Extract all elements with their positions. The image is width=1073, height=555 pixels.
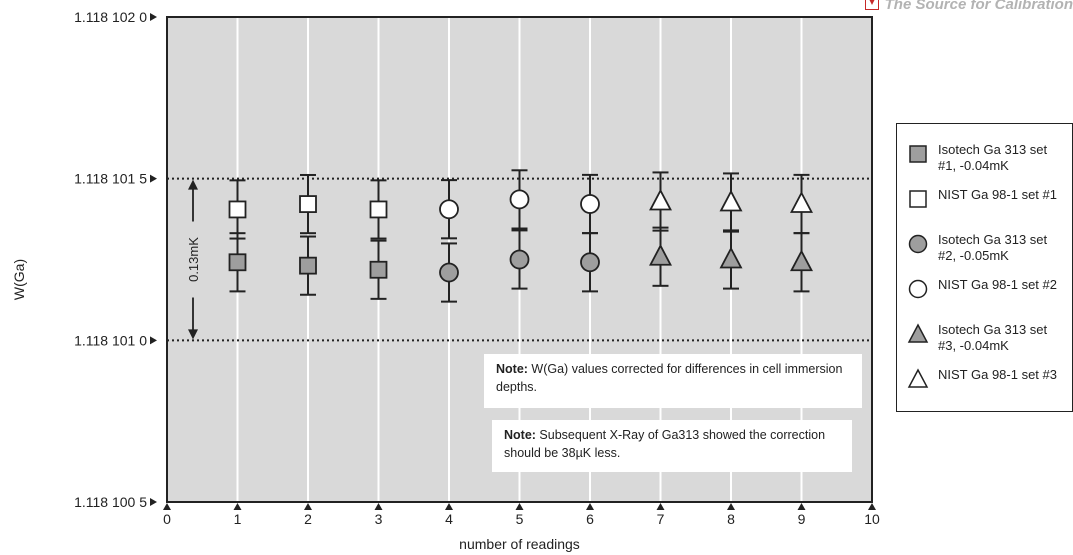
x-tick-arrow [797,503,806,510]
x-tick-arrow [515,503,524,510]
note-label: Note: [496,362,528,376]
y-tick-arrow [150,336,157,345]
legend-label: Isotech Ga 313 set #1, -0.04mK [938,142,1048,173]
y-tick-arrow [150,174,157,183]
data-point-triangle [649,243,672,266]
x-tick-label: 6 [586,511,594,527]
data-point-circle [439,199,459,220]
legend-white-circle-icon [908,279,928,299]
data-point-square [369,260,388,279]
x-tick-arrow [868,503,876,510]
note-text: Subsequent X-Ray of Ga313 showed the cor… [504,428,826,460]
x-tick-label: 8 [727,511,735,527]
x-tick-label: 3 [375,511,383,527]
legend-white-triangle-icon [907,368,929,388]
data-point-circle [439,262,459,283]
y-tick-arrow [150,13,157,21]
annotation-arrowhead [188,329,198,340]
legend-item: NIST Ga 98-1 set #1 [907,187,1068,210]
legend-item: Isotech Ga 313 set #3, -0.04mK [907,322,1068,354]
data-point-circle [580,194,600,214]
x-tick-label: 1 [234,511,242,527]
x-tick-arrow [656,503,665,510]
y-tick-label: 1.118 100 5 [74,494,147,510]
x-tick-label: 0 [163,511,171,527]
x-tick-arrow [374,503,383,510]
x-tick-arrow [304,503,312,510]
y-tick-label: 1.118 101 0 [74,332,147,348]
y-axis-title: W(Ga) [11,259,27,300]
data-point-circle [580,252,600,273]
x-tick-arrow [727,503,735,510]
brand-text: The Source for Calibration [884,0,1073,13]
x-tick-label: 5 [516,511,524,527]
legend-gray-circle-icon [908,234,928,254]
legend-item: Isotech Ga 313 set #1, -0.04mK [907,142,1068,174]
x-axis-title: number of readings [459,536,580,552]
legend-label: Isotech Ga 313 set #2, -0.05mK [938,232,1048,263]
y-tick-label: 1.118 102 0 [74,9,147,25]
plot-border [166,16,873,503]
legend-item: NIST Ga 98-1 set #2 [907,277,1068,300]
legend: Isotech Ga 313 set #1, -0.04mK NIST Ga 9… [896,123,1073,412]
legend-label: NIST Ga 98-1 set #1 [938,187,1057,202]
annotation-arrowhead [188,179,198,190]
data-point-triangle [649,188,672,211]
data-point-square [228,253,247,272]
data-point-circle [509,249,530,270]
legend-item: NIST Ga 98-1 set #3 [907,367,1068,390]
x-tick-label: 4 [445,511,453,527]
data-point-circle [509,189,530,210]
data-point-triangle [790,249,813,272]
data-point-square [228,200,247,219]
note-label: Note: [504,428,536,442]
note-box: Note: Subsequent X-Ray of Ga313 showed t… [492,420,852,472]
note-box: Note: W(Ga) values corrected for differe… [484,354,862,408]
legend-label: Isotech Ga 313 set #3, -0.04mK [938,322,1048,353]
x-tick-label: 10 [864,511,880,527]
x-tick-label: 2 [304,511,312,527]
x-tick-label: 7 [657,511,665,527]
x-tick-arrow [233,503,242,510]
annotation-label: 0.13mK [186,237,201,282]
x-tick-arrow [163,503,171,510]
legend-label: NIST Ga 98-1 set #3 [938,367,1057,382]
x-tick-arrow [445,503,453,510]
data-point-triangle [719,246,743,269]
legend-gray-triangle-icon [907,323,929,343]
y-tick-arrow [150,498,157,506]
data-point-square [369,200,388,219]
x-tick-arrow [586,503,594,510]
data-point-square [299,256,317,275]
x-tick-label: 9 [798,511,806,527]
legend-label: NIST Ga 98-1 set #2 [938,277,1057,292]
note-text: W(Ga) values corrected for differences i… [496,362,843,394]
legend-gray-square-icon [909,145,927,163]
legend-white-square-icon [909,190,927,208]
data-point-square [299,195,317,213]
legend-item: Isotech Ga 313 set #2, -0.05mK [907,232,1068,264]
data-point-triangle [790,191,813,213]
y-tick-label: 1.118 101 5 [74,171,147,187]
data-point-triangle [719,189,743,212]
brand-logo-icon [864,0,879,10]
brand-watermark: The Source for Calibration [864,0,1073,13]
